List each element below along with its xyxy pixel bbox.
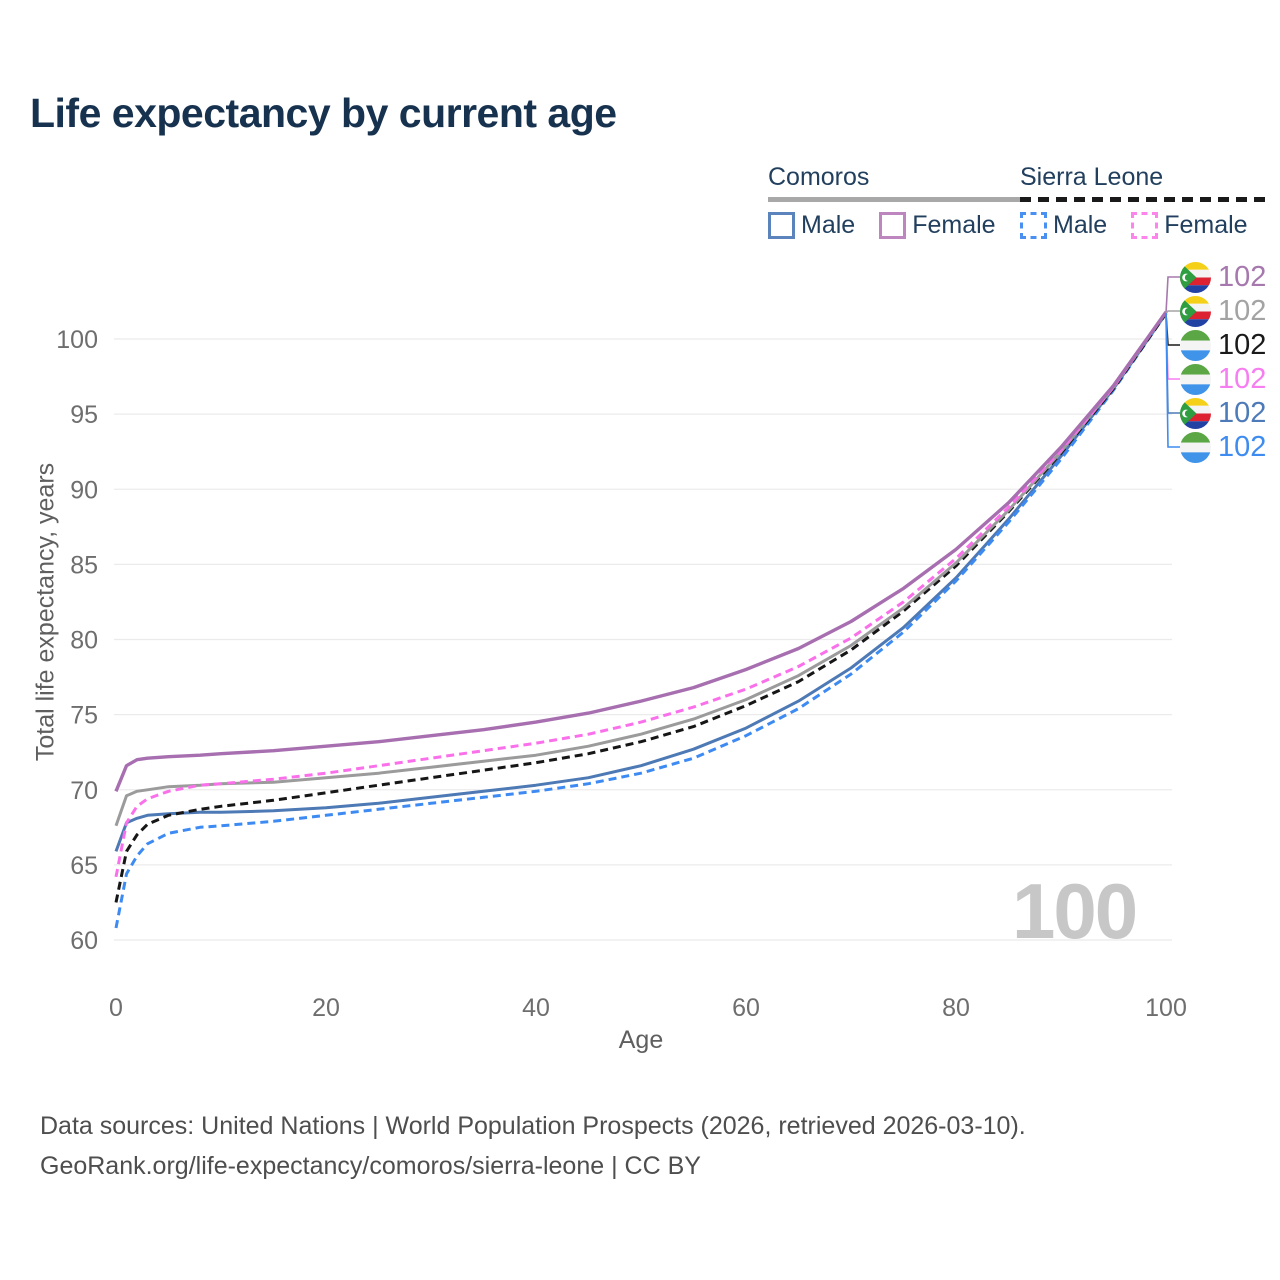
end-value: 102 <box>1218 294 1267 327</box>
leader-line-sl_female <box>1165 312 1180 380</box>
x-tick-label: 0 <box>109 994 123 1022</box>
leader-line-sl_all <box>1165 312 1180 346</box>
legend-label: Male <box>801 211 856 239</box>
legend-group-comoros: Comoros Male Female <box>768 163 1020 240</box>
end-label-sierra-leone-male: 102 <box>1180 430 1266 464</box>
comoros-flag-icon <box>1180 261 1211 293</box>
footer-data-sources: Data sources: United Nations | World Pop… <box>40 1112 1026 1140</box>
series-line-comoros_male[interactable] <box>114 312 1168 852</box>
leader-line-sl_male <box>1165 312 1180 448</box>
y-tick-label: 80 <box>70 627 98 655</box>
y-tick-label: 100 <box>56 326 98 354</box>
x-tick-label: 100 <box>1145 994 1187 1022</box>
legend-item-comoros-male[interactable]: Male <box>768 211 855 240</box>
end-label-comoros-female: 102 <box>1180 260 1266 294</box>
legend-item-sierra-leone-male[interactable]: Male <box>1020 211 1107 240</box>
legend-item-comoros-female[interactable]: Female <box>879 211 996 240</box>
series-end-labels: 102 102 102 102 102 102 <box>1180 260 1266 464</box>
series-line-comoros_all[interactable] <box>114 311 1168 827</box>
sierra-leone-flag-icon <box>1180 431 1211 463</box>
legend-group-sierra-leone: Sierra Leone Male Female <box>1020 163 1272 240</box>
end-label-sierra-leone-all: 102 <box>1180 328 1266 362</box>
legend-swatch-sierra-leone-male <box>1020 212 1047 239</box>
series-line-sl_all[interactable] <box>114 312 1168 903</box>
comoros-flag-icon <box>1180 295 1211 327</box>
legend-group-title: Sierra Leone <box>1020 163 1164 191</box>
y-tick-label: 90 <box>70 476 98 504</box>
legend-underline-solid <box>768 197 1020 202</box>
end-label-comoros-male: 102 <box>1180 396 1266 430</box>
legend-group-title: Comoros <box>768 163 870 191</box>
leader-line-comoros_all <box>1165 310 1180 314</box>
age-watermark: 100 <box>1012 867 1138 955</box>
page-title: Life expectancy by current age <box>30 90 617 136</box>
x-tick-label: 20 <box>312 994 340 1022</box>
end-label-sierra-leone-female: 102 <box>1180 362 1266 396</box>
sierra-leone-flag-icon <box>1180 329 1211 361</box>
y-axis-title: Total life expectancy, years <box>31 462 60 762</box>
series-line-sl_female[interactable] <box>114 311 1168 878</box>
x-axis-title: Age <box>618 1026 664 1054</box>
y-tick-label: 60 <box>70 927 98 955</box>
y-tick-label: 85 <box>70 551 98 579</box>
x-tick-label: 60 <box>732 994 760 1022</box>
comoros-flag-icon <box>1180 397 1211 429</box>
end-value: 102 <box>1218 362 1267 395</box>
x-tick-label: 40 <box>522 994 550 1022</box>
legend-swatch-comoros-male <box>768 212 795 239</box>
y-tick-label: 75 <box>70 702 98 730</box>
end-value: 102 <box>1218 430 1267 463</box>
end-value: 102 <box>1218 328 1267 361</box>
legend-label: Female <box>912 211 996 239</box>
y-tick-label: 70 <box>70 777 98 805</box>
x-tick-label: 80 <box>942 994 970 1022</box>
series-line-comoros_female[interactable] <box>114 311 1168 792</box>
footer-attribution: GeoRank.org/life-expectancy/comoros/sier… <box>40 1152 701 1180</box>
y-tick-label: 95 <box>70 401 98 429</box>
y-tick-label: 65 <box>70 852 98 880</box>
end-value: 102 <box>1218 396 1267 429</box>
legend-label: Male <box>1053 211 1108 239</box>
footer: Data sources: United Nations | World Pop… <box>40 1106 1026 1186</box>
legend-swatch-sierra-leone-female <box>1131 212 1159 239</box>
leader-line-comoros_female <box>1165 276 1180 314</box>
legend-swatch-comoros-female <box>879 212 907 239</box>
legend-underline-dashed <box>1020 197 1272 202</box>
series-line-sl_male[interactable] <box>114 312 1168 929</box>
end-value: 102 <box>1218 260 1267 293</box>
legend-item-sierra-leone-female[interactable]: Female <box>1131 211 1248 240</box>
sierra-leone-flag-icon <box>1180 363 1211 395</box>
legend-label: Female <box>1164 211 1248 239</box>
end-label-comoros-all: 102 <box>1180 294 1266 328</box>
